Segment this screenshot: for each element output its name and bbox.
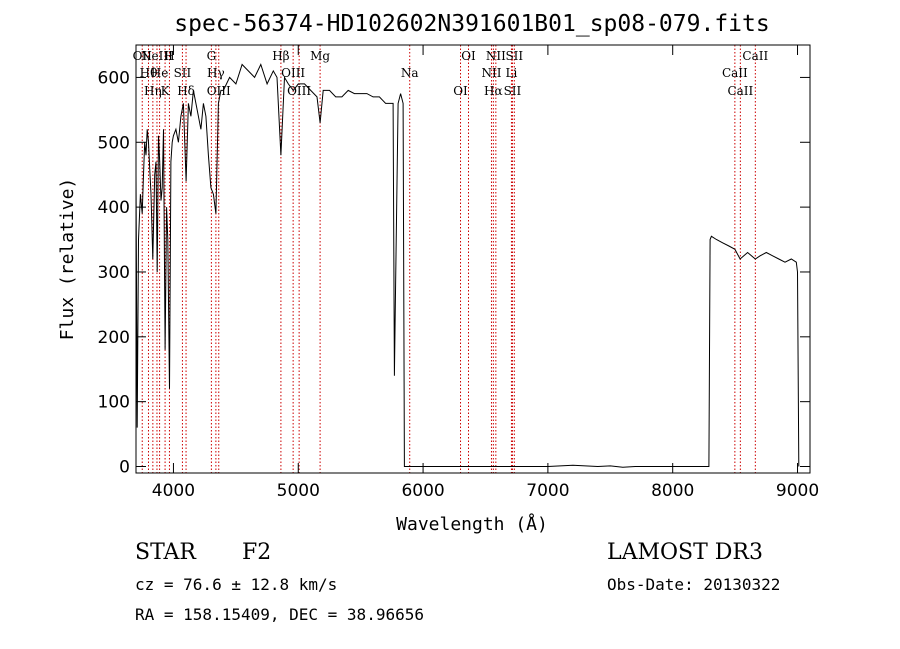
spectral-line-label: OI <box>453 84 468 98</box>
spectrum-trace <box>135 63 800 468</box>
spectral-line-label: OIII <box>287 84 311 98</box>
spectral-line-label: SII <box>174 66 192 80</box>
spectral-line-label: H <box>164 49 174 63</box>
spectral-line-label: Hη <box>144 84 162 98</box>
spectral-line-label: CaII <box>742 49 768 63</box>
chart-title: spec-56374-HD102602N391601B01_sp08-079.f… <box>174 11 769 37</box>
spectral-line-label: He <box>151 66 169 80</box>
spectral-line-label: Hγ <box>207 66 225 80</box>
spectral-line-label: Hθ <box>140 66 158 80</box>
survey-name: LAMOST DR3 <box>607 540 763 565</box>
spectral-line-label: Na <box>401 66 419 80</box>
y-tick-label: 400 <box>98 198 130 218</box>
plot-frame <box>135 44 811 474</box>
x-tick-label: 7000 <box>526 481 569 501</box>
x-axis-ticks: 4000 5000 6000 7000 8000 9000 <box>152 45 819 501</box>
ra-dec-coordinates: RA = 158.15409, DEC = 38.96656 <box>135 605 424 624</box>
spectral-line-label: SII <box>505 49 523 63</box>
x-axis-label: Wavelength (Å) <box>396 513 548 535</box>
y-tick-label: 100 <box>98 393 130 413</box>
spectral-line-label: NII <box>486 49 506 63</box>
spectral-line-label: K <box>161 84 171 98</box>
spectral-line-label: OI <box>461 49 476 63</box>
spectral-line-label: CaII <box>722 66 748 80</box>
spectral-line-label: Hβ <box>272 49 289 63</box>
object-subclass: F2 <box>242 540 272 565</box>
y-axis-label: Flux (relative) <box>57 178 78 341</box>
x-tick-label: 8000 <box>651 481 694 501</box>
y-tick-label: 200 <box>98 328 130 348</box>
y-tick-label: 500 <box>98 133 130 153</box>
y-tick-label: 600 <box>98 68 130 88</box>
spectral-line-label: Hα <box>484 84 503 98</box>
spectral-line-label: NeIII <box>141 49 173 63</box>
spectral-line-label: SII <box>504 84 522 98</box>
redshift-velocity: cz = 76.6 ± 12.8 km/s <box>135 575 338 594</box>
object-class: STAR <box>135 540 196 565</box>
spectral-line-label: Hδ <box>177 84 195 98</box>
spectral-line-label: OII <box>133 49 153 63</box>
x-tick-label: 9000 <box>776 481 819 501</box>
spectral-line-label: NII <box>481 66 501 80</box>
y-tick-label: 0 <box>119 458 130 478</box>
x-tick-label: 5000 <box>277 481 320 501</box>
spectral-line-label: OIII <box>281 66 305 80</box>
spectral-line-markers <box>141 45 756 473</box>
spectral-line-label: Li <box>506 66 518 80</box>
spectral-line-label: CaII <box>727 84 753 98</box>
spectral-line-label: OIII <box>207 84 231 98</box>
x-tick-label: 6000 <box>401 481 444 501</box>
spectral-line-labels: OIIHθHηNeIIIHeKHSIIHδGHγOIIIHβOIIIOIIIMg… <box>133 49 769 98</box>
x-tick-label: 4000 <box>152 481 195 501</box>
y-tick-label: 300 <box>98 263 130 283</box>
observation-date: Obs-Date: 20130322 <box>607 575 781 594</box>
y-axis-ticks: 0 100 200 300 400 500 600 <box>98 68 810 478</box>
spectral-line-label: Mg <box>310 49 330 63</box>
spectral-line-label: G <box>207 49 217 63</box>
